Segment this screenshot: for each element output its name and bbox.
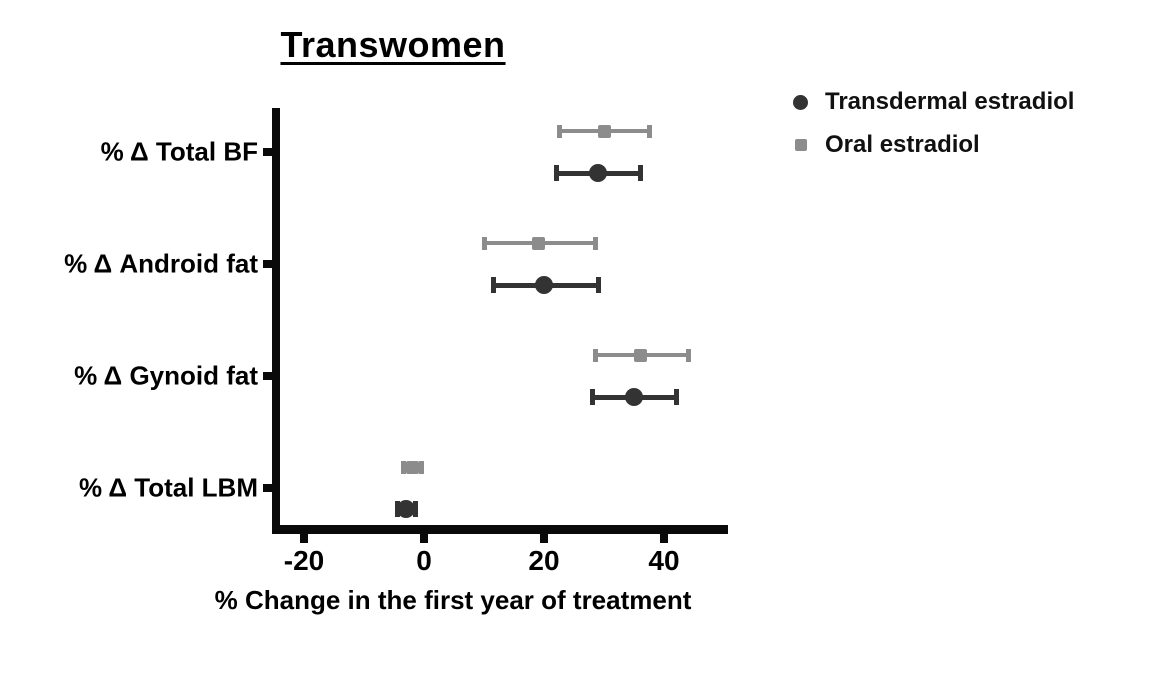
error-bar-cap-right xyxy=(412,501,418,517)
error-bar-cap-right xyxy=(595,277,601,293)
x-tick-label: -20 xyxy=(283,545,325,576)
error-bar-cap-left xyxy=(400,460,406,474)
data-point-marker-circle xyxy=(535,276,553,294)
data-point-marker-square xyxy=(597,124,611,138)
legend-square-icon xyxy=(794,139,807,151)
legend-circle-icon xyxy=(793,94,808,110)
error-bar-cap-left xyxy=(592,348,598,362)
error-bar-cap-right xyxy=(637,165,643,181)
x-tick-label: 0 xyxy=(416,545,432,576)
error-bar-cap-left xyxy=(553,165,559,181)
y-axis-line xyxy=(272,108,280,534)
error-bar-cap-right xyxy=(685,348,691,362)
y-axis-category-label: % Δ Android fat xyxy=(64,248,258,279)
legend: Transdermal estradiol Oral estradiol xyxy=(793,88,1075,175)
error-bar-cap-right xyxy=(673,389,679,405)
error-bar-cap-left xyxy=(481,236,487,250)
error-bar-cap-left xyxy=(556,124,562,138)
x-tick xyxy=(660,534,668,543)
x-tick-label: 40 xyxy=(648,545,680,576)
y-axis-category-label: % Δ Gynoid fat xyxy=(74,360,258,391)
x-tick xyxy=(420,534,428,543)
error-bar-cap-left xyxy=(589,389,595,405)
y-axis-category-label: % Δ Total LBM xyxy=(78,472,258,503)
x-axis-line xyxy=(272,525,728,534)
y-tick xyxy=(263,484,272,492)
chart-title: Transwomen xyxy=(280,24,506,65)
error-bar-cap-right xyxy=(592,236,598,250)
legend-item: Oral estradiol xyxy=(793,131,1074,158)
legend-item: Transdermal estradiol xyxy=(793,88,1075,115)
x-tick-label: 20 xyxy=(528,545,560,576)
y-axis-category-label: % Δ Total BF xyxy=(100,136,258,167)
error-bar-cap-right xyxy=(418,460,424,474)
legend-item-label: Oral estradiol xyxy=(825,131,980,158)
data-point-marker-square xyxy=(405,460,419,474)
legend-item-label: Transdermal estradiol xyxy=(825,88,1075,115)
y-tick xyxy=(263,372,272,380)
x-tick xyxy=(540,534,548,543)
x-axis-title: % Change in the first year of treatment xyxy=(214,585,692,615)
data-point-marker-square xyxy=(633,348,647,362)
y-tick xyxy=(263,260,272,268)
x-tick xyxy=(300,534,308,543)
error-bar-cap-right xyxy=(646,124,652,138)
data-point-marker-circle xyxy=(589,164,607,182)
error-bar-cap-left xyxy=(490,277,496,293)
data-point-marker-circle xyxy=(625,388,643,406)
data-point-marker-square xyxy=(531,236,545,250)
y-tick xyxy=(263,148,272,156)
data-point-marker-circle xyxy=(397,500,415,518)
